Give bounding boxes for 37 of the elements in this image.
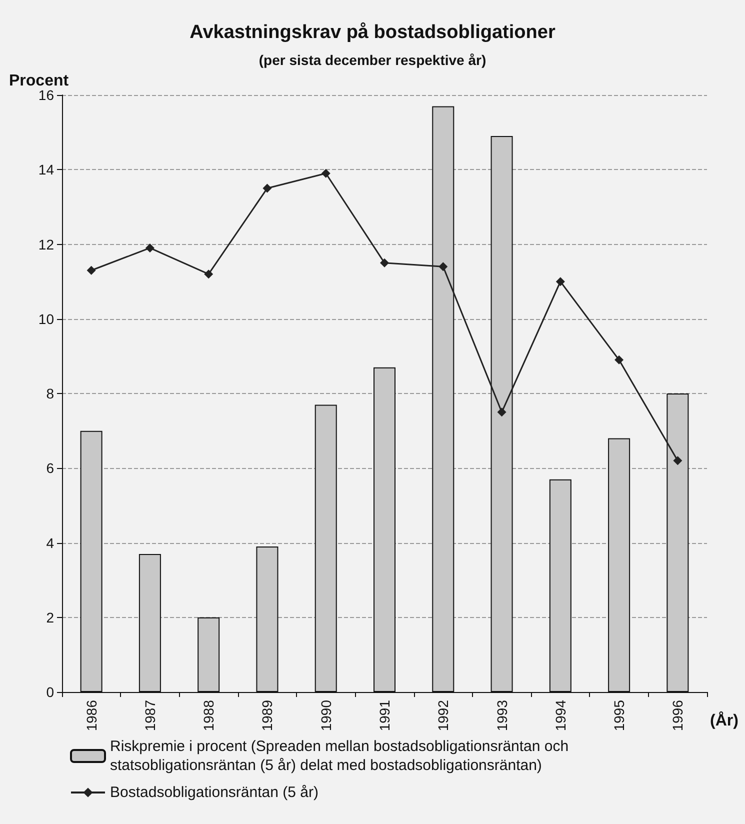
x-tick-label: 1992 [435, 700, 452, 732]
point [321, 168, 330, 178]
y-tick-label: 14 [38, 162, 54, 178]
point [145, 243, 154, 252]
y-tick-label: 4 [46, 534, 54, 551]
point [438, 262, 448, 272]
x-tick-label: 1993 [494, 700, 510, 732]
x-tick-label: 1990 [318, 700, 334, 732]
point [497, 408, 506, 417]
x-tick-label: 1996 [670, 700, 686, 732]
y-tick-label: 16 [38, 87, 54, 103]
y-tick-label: 2 [46, 609, 54, 626]
point [262, 184, 272, 193]
x-tick-label: 1988 [200, 700, 217, 732]
y-axis-title: Procent [9, 72, 70, 90]
legend-label: Riskpremie i procent (Spreaden mellan bostadsobligationsräntan och statsobligationsräntan (5 år) delat med bostadsobligationsräntan) [110, 738, 573, 774]
x-tick-label: 1991 [376, 700, 392, 732]
point [614, 355, 624, 364]
x-tick-label: 1995 [611, 700, 628, 732]
x-tick-label: 1994 [552, 700, 568, 732]
y-tick-label: 6 [46, 460, 54, 476]
x-tick-label: 1987 [142, 700, 158, 732]
point [380, 258, 389, 268]
y-tick-label: 10 [38, 310, 54, 327]
point [86, 266, 96, 275]
y-tick-label: 8 [46, 386, 54, 402]
point [204, 270, 214, 279]
x-tick-label: 1986 [83, 700, 100, 732]
x-tick-label: 1989 [259, 700, 276, 732]
x-axis-title: (År) [710, 710, 738, 730]
point [556, 277, 565, 286]
y-tick-label: 0 [46, 684, 54, 700]
chart-title: Avkastningskrav på bostadsobligationer [190, 22, 556, 43]
y-tick-label: 12 [38, 236, 54, 252]
chart-subtitle: (per sista december respektive år) [258, 52, 486, 68]
point [673, 456, 682, 466]
legend-label: Bostadsobligationsräntan (5 år) [110, 784, 318, 801]
